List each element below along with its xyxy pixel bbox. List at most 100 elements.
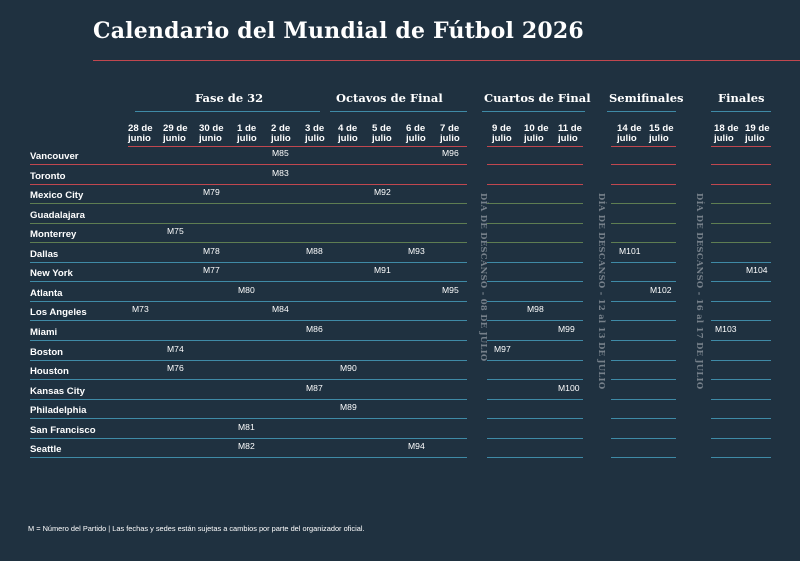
row-divider xyxy=(30,418,467,420)
date-month: julio xyxy=(617,133,637,144)
row-divider xyxy=(487,203,583,205)
row-divider xyxy=(30,183,467,185)
city-label: Toronto xyxy=(30,170,66,182)
row-divider xyxy=(487,183,583,185)
date-month: julio xyxy=(237,133,257,144)
match-label: M75 xyxy=(167,226,184,237)
row-divider xyxy=(611,339,676,341)
rest-day-label: DÍA DE DESCANSO - 16 al 17 DE JULIO xyxy=(695,193,705,390)
match-label: M83 xyxy=(272,167,289,178)
date-day: 9 de xyxy=(492,123,512,134)
row-divider xyxy=(487,242,583,244)
match-label: M93 xyxy=(408,245,425,256)
match-label: M80 xyxy=(238,284,255,295)
row-divider xyxy=(711,242,771,244)
city-label: Dallas xyxy=(30,248,59,260)
match-label: M104 xyxy=(746,265,768,276)
city-label: Mexico City xyxy=(30,190,84,202)
match-label: M82 xyxy=(238,441,255,452)
row-divider xyxy=(30,222,467,224)
match-label: M96 xyxy=(442,148,459,158)
row-divider xyxy=(611,300,676,302)
row-divider xyxy=(487,339,583,341)
header-rule xyxy=(611,146,676,147)
date-day: 4 de xyxy=(338,123,358,134)
date-month: julio xyxy=(271,133,291,144)
row-divider xyxy=(487,359,583,361)
row-divider xyxy=(487,437,583,439)
row-divider xyxy=(30,339,467,341)
row-divider xyxy=(487,418,583,420)
title-rule xyxy=(93,60,800,61)
date-header: 11 de julio xyxy=(558,124,582,144)
date-day: 14 de xyxy=(617,123,642,134)
row-divider xyxy=(711,320,771,322)
date-header: 1 de julio xyxy=(237,124,257,144)
date-month: junio xyxy=(128,133,151,144)
date-month: julio xyxy=(305,133,325,144)
row-divider xyxy=(487,281,583,283)
city-label: Seattle xyxy=(30,444,62,456)
row-divider xyxy=(487,320,583,322)
row-divider xyxy=(611,281,676,283)
date-day: 18 de xyxy=(714,123,739,134)
date-day: 5 de xyxy=(372,123,392,134)
date-header: 3 de julio xyxy=(305,124,325,144)
row-divider xyxy=(487,457,583,459)
date-day: 1 de xyxy=(237,123,257,134)
date-day: 15 de xyxy=(649,123,674,134)
row-divider xyxy=(611,437,676,439)
row-divider xyxy=(30,300,467,302)
match-label: M101 xyxy=(619,245,641,256)
date-header: 29 de junio xyxy=(163,124,188,144)
date-day: 10 de xyxy=(524,123,549,134)
match-label: M81 xyxy=(238,421,255,432)
date-day: 30 de xyxy=(199,123,224,134)
match-label: M95 xyxy=(442,284,459,295)
row-divider xyxy=(30,261,467,263)
row-divider xyxy=(30,203,467,205)
city-label: Los Angeles xyxy=(30,307,87,319)
date-month: julio xyxy=(649,133,669,144)
city-label: Atlanta xyxy=(30,287,63,299)
city-label: Kansas City xyxy=(30,385,85,397)
date-month: julio xyxy=(492,133,512,144)
date-header: 15 de julio xyxy=(649,124,674,144)
match-label: M98 xyxy=(527,304,544,315)
date-day: 3 de xyxy=(305,123,325,134)
city-label: Boston xyxy=(30,346,64,358)
row-divider xyxy=(30,457,467,459)
row-divider xyxy=(30,281,467,283)
rest-day-label: DÍA DE DESCANSO - 12 al 13 DE JULIO xyxy=(597,193,607,390)
date-month: julio xyxy=(406,133,426,144)
date-day: 28 de xyxy=(128,123,153,134)
row-divider xyxy=(487,261,583,263)
date-month: julio xyxy=(440,133,460,144)
row-divider xyxy=(487,300,583,302)
row-divider xyxy=(711,300,771,302)
row-divider xyxy=(30,320,467,322)
date-header: 6 de julio xyxy=(406,124,426,144)
row-divider xyxy=(711,203,771,205)
match-label: M78 xyxy=(203,245,220,256)
match-label: M73 xyxy=(132,304,149,315)
city-label: Monterrey xyxy=(30,229,77,241)
date-day: 7 de xyxy=(440,123,460,134)
phase-rule xyxy=(135,111,320,112)
row-divider xyxy=(611,261,676,263)
row-divider xyxy=(30,379,467,381)
match-label: M102 xyxy=(650,284,672,295)
row-divider xyxy=(711,339,771,341)
row-divider xyxy=(487,222,583,224)
city-label: Vancouver xyxy=(30,151,79,162)
row-divider xyxy=(30,164,467,165)
date-month: julio xyxy=(745,133,765,144)
row-divider xyxy=(611,457,676,459)
row-divider xyxy=(611,359,676,361)
match-label: M87 xyxy=(306,382,323,393)
row-divider xyxy=(611,164,676,165)
date-header: 30 de junio xyxy=(199,124,224,144)
row-divider xyxy=(611,379,676,381)
row-divider xyxy=(30,359,467,361)
phase-header: Finales xyxy=(718,91,765,105)
